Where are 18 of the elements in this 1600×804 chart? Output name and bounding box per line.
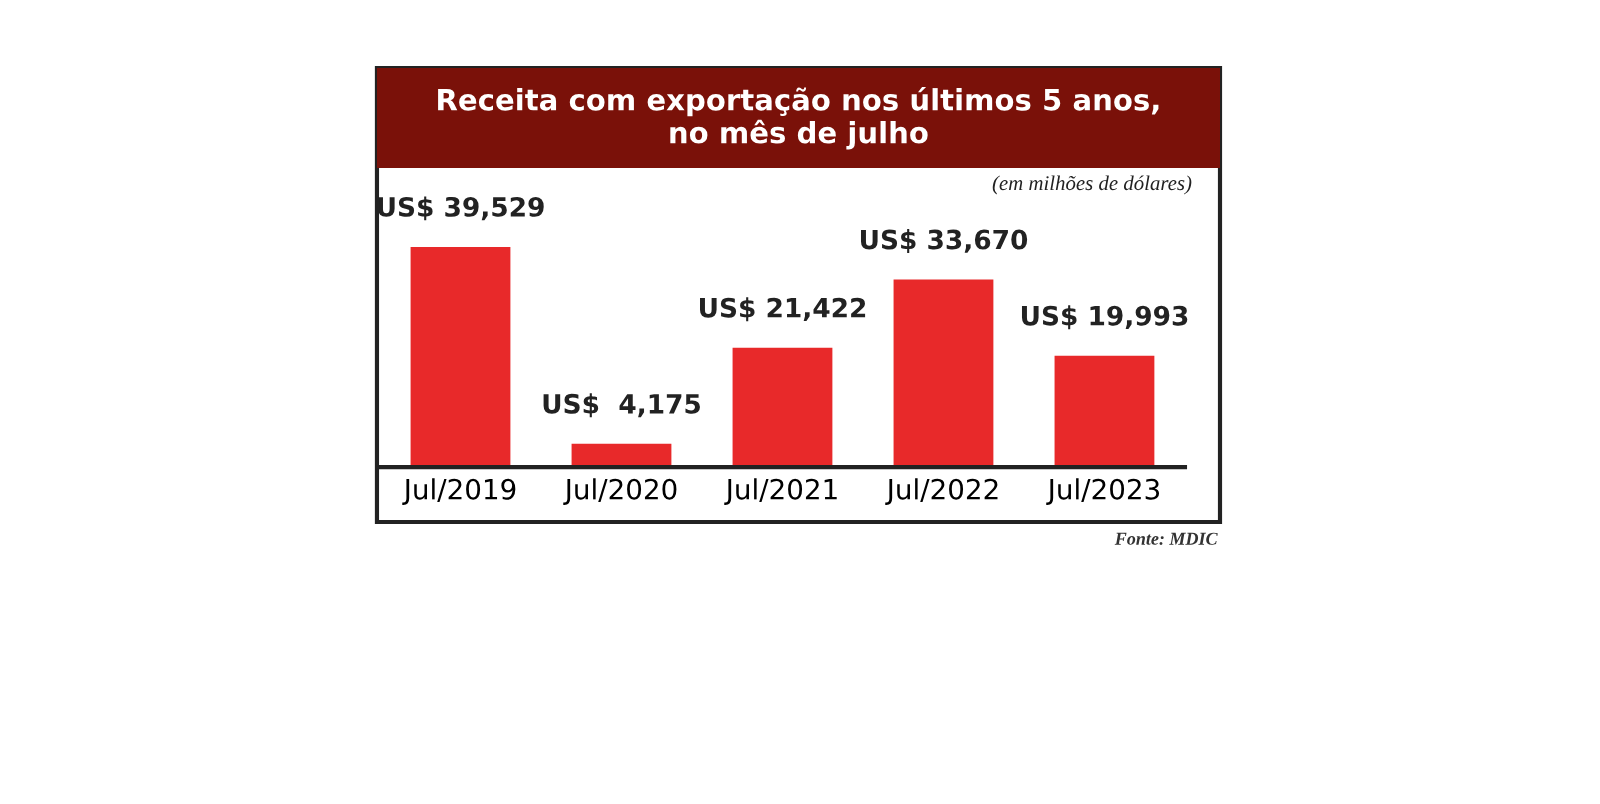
data-label: US$ 39,529 <box>378 196 544 221</box>
bar <box>571 443 672 468</box>
data-label: US$ 33,670 <box>860 229 1028 253</box>
chart-title: Receita com exportação nos últimos 5 anos, no mês de julho <box>438 86 1159 150</box>
bar <box>732 347 833 468</box>
x-tick-label: Jul/2022 <box>885 478 998 505</box>
x-tick-label: Jul/2019 <box>402 478 516 505</box>
x-tick-label: Jul/2020 <box>563 478 677 505</box>
bar <box>1054 355 1155 468</box>
chart-subtitle: (em milhões de dólares) <box>992 175 1192 195</box>
data-label: US$ 4,175 <box>543 393 700 418</box>
x-tick-label: Jul/2021 <box>724 478 837 505</box>
source-note: Fonte: MDIC <box>1114 532 1218 545</box>
data-label: US$ 21,422 <box>700 297 866 322</box>
x-tick-label: Jul/2023 <box>1046 478 1160 505</box>
data-label: US$ 19,993 <box>1021 305 1188 330</box>
bar <box>410 246 511 468</box>
bar <box>893 279 994 468</box>
